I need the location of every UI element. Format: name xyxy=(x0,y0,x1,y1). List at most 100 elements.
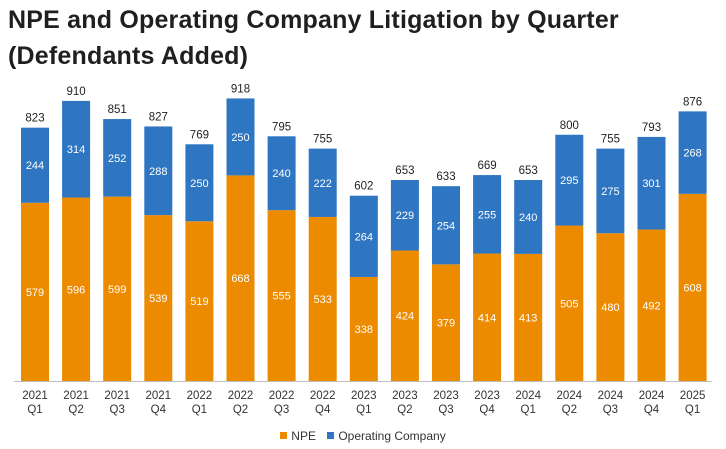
x-tick-label-year: 2023 xyxy=(433,390,459,402)
data-label-operating-company: 229 xyxy=(396,210,414,222)
bar-operating-company xyxy=(637,136,666,230)
bar-operating-company xyxy=(267,136,296,211)
x-tick-label-quarter: Q3 xyxy=(603,404,618,416)
data-label-npe: 539 xyxy=(149,293,167,305)
data-label-total: 602 xyxy=(354,181,373,193)
data-label-operating-company: 255 xyxy=(478,209,496,221)
data-label-total: 795 xyxy=(272,121,291,133)
x-tick-label-year: 2023 xyxy=(392,390,418,402)
bar-npe xyxy=(185,221,214,381)
data-label-total: 653 xyxy=(395,165,414,177)
data-label-total: 876 xyxy=(683,96,702,108)
bar-npe xyxy=(62,197,91,381)
x-tick-label-year: 2022 xyxy=(228,390,254,402)
bar-npe xyxy=(555,225,584,381)
bar-npe xyxy=(432,264,460,381)
data-label-npe: 413 xyxy=(519,312,537,324)
x-tick-label-year: 2021 xyxy=(63,390,89,402)
x-tick-label-quarter: Q1 xyxy=(685,404,700,416)
bar-npe xyxy=(144,215,173,381)
bar-npe xyxy=(308,216,337,381)
x-tick-label-quarter: Q1 xyxy=(27,404,42,416)
data-label-operating-company: 250 xyxy=(231,132,249,144)
data-label-operating-company: 295 xyxy=(560,175,578,187)
bar-operating-company xyxy=(390,180,419,251)
data-label-npe: 519 xyxy=(190,296,208,308)
data-label-operating-company: 264 xyxy=(355,231,373,243)
data-label-total: 793 xyxy=(642,122,661,134)
data-label-total: 918 xyxy=(231,83,250,95)
x-tick-label-quarter: Q4 xyxy=(151,404,167,416)
chart-title: NPE and Operating Company Litigation by … xyxy=(8,2,619,74)
bar-operating-company xyxy=(103,119,132,197)
data-label-total: 800 xyxy=(560,120,579,132)
x-tick-label-year: 2023 xyxy=(351,390,377,402)
data-label-operating-company: 268 xyxy=(683,148,701,160)
bar-operating-company xyxy=(144,126,173,216)
legend-item-operating-company: Operating Company xyxy=(327,428,446,443)
bar-npe xyxy=(390,250,419,381)
bar-operating-company xyxy=(349,195,378,277)
bar-operating-company xyxy=(185,144,214,222)
x-tick-label-quarter: Q2 xyxy=(397,404,412,416)
x-tick-label-quarter: Q4 xyxy=(315,404,331,416)
data-label-npe: 608 xyxy=(683,282,701,294)
x-tick-label-year: 2022 xyxy=(187,390,213,402)
data-label-total: 769 xyxy=(190,129,209,141)
bar-operating-company xyxy=(473,175,502,254)
x-tick-label-quarter: Q3 xyxy=(110,404,125,416)
data-label-operating-company: 222 xyxy=(314,178,332,190)
x-tick-label-quarter: Q2 xyxy=(68,404,83,416)
bar-npe xyxy=(21,202,49,381)
bar-operating-company xyxy=(62,100,91,198)
x-tick-label-quarter: Q1 xyxy=(192,404,207,416)
bar-npe xyxy=(226,175,255,381)
x-tick-label-quarter: Q4 xyxy=(479,404,495,416)
x-tick-label-year: 2024 xyxy=(639,390,665,402)
data-label-npe: 668 xyxy=(231,273,249,285)
legend-swatch-npe xyxy=(280,432,288,439)
data-label-total: 633 xyxy=(436,171,455,183)
bar-npe xyxy=(596,233,625,381)
data-label-operating-company: 314 xyxy=(67,144,85,156)
bar-operating-company xyxy=(21,127,49,203)
x-tick-label-year: 2022 xyxy=(310,390,336,402)
data-label-operating-company: 240 xyxy=(272,168,290,180)
data-label-operating-company: 301 xyxy=(642,178,660,190)
data-label-total: 669 xyxy=(478,160,497,172)
chart-title-line-2: (Defendants Added) xyxy=(8,42,249,70)
x-tick-label-quarter: Q3 xyxy=(274,404,289,416)
data-label-total: 851 xyxy=(108,104,127,116)
x-tick-label-quarter: Q1 xyxy=(521,404,536,416)
data-label-npe: 596 xyxy=(67,284,85,296)
data-label-npe: 338 xyxy=(355,324,373,336)
x-tick-label-year: 2024 xyxy=(598,390,624,402)
bar-operating-company xyxy=(678,111,707,194)
x-tick-label-year: 2025 xyxy=(680,390,706,402)
data-label-npe: 533 xyxy=(314,294,332,306)
data-label-npe: 424 xyxy=(396,311,414,323)
data-label-operating-company: 244 xyxy=(26,160,44,172)
data-label-total: 755 xyxy=(313,134,332,146)
data-label-operating-company: 240 xyxy=(519,212,537,224)
chart-title-line-1: NPE and Operating Company Litigation by … xyxy=(8,6,619,34)
x-tick-label-year: 2022 xyxy=(269,390,295,402)
bar-npe xyxy=(473,253,502,381)
x-tick-label-year: 2021 xyxy=(104,390,130,402)
x-tick-label-quarter: Q2 xyxy=(233,404,248,416)
data-label-operating-company: 288 xyxy=(149,166,167,178)
data-label-total: 823 xyxy=(25,113,44,125)
x-tick-label-year: 2024 xyxy=(557,390,583,402)
data-label-operating-company: 254 xyxy=(437,220,455,232)
legend-label-operating-company: Operating Company xyxy=(338,428,446,443)
bar-npe xyxy=(678,193,707,381)
bar-npe xyxy=(514,253,543,381)
data-label-operating-company: 252 xyxy=(108,153,126,165)
x-tick-label-year: 2021 xyxy=(22,390,48,402)
x-tick-label-quarter: Q1 xyxy=(356,404,371,416)
bar-npe xyxy=(349,276,378,381)
data-label-total: 827 xyxy=(149,111,168,123)
x-tick-label-quarter: Q2 xyxy=(562,404,577,416)
bar-operating-company xyxy=(226,98,255,176)
